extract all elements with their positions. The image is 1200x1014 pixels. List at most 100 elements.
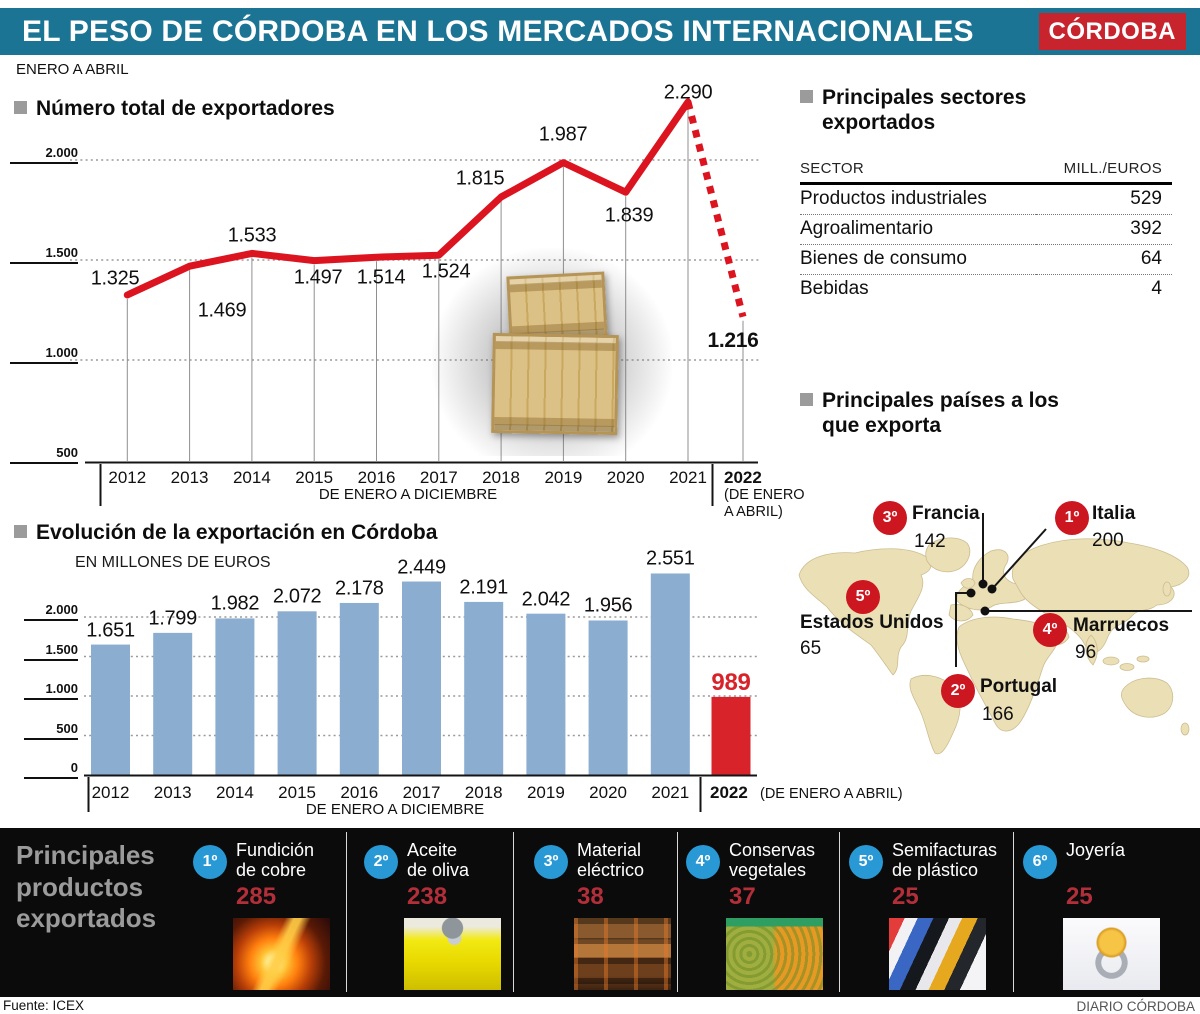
sector-name: Bienes de consumo	[800, 244, 1036, 275]
island	[1102, 656, 1120, 666]
product-rank-badge: 3º	[534, 845, 568, 879]
leader-italia	[992, 528, 1047, 589]
exports-chart-title: Evolución de la exportación en Córdoba	[36, 521, 438, 544]
exporters-chart-title: Número total de exportadores	[36, 97, 335, 120]
product-item: 4º Conservas vegetales 37	[686, 828, 841, 997]
crate-large	[491, 332, 619, 436]
japan	[1162, 581, 1172, 597]
countries-title: Principales países a los que exporta	[822, 389, 1059, 437]
sector-row: Bienes de consumo 64	[800, 244, 1172, 275]
dot-italia	[987, 584, 997, 594]
wooden-crates-photo	[432, 248, 672, 456]
publisher-credit: DIARIO CÓRDOBA	[1076, 999, 1195, 1014]
leader-portugal	[955, 592, 971, 667]
products-band-title: Principales productos exportados	[16, 840, 157, 934]
exporters-line	[123, 98, 692, 299]
sector-value: 4	[1151, 278, 1162, 299]
world-map	[798, 513, 1192, 755]
square-bullet-icon	[800, 393, 813, 406]
island	[1119, 663, 1135, 671]
asia	[1011, 538, 1190, 653]
new-zealand	[1180, 722, 1190, 736]
exports-chart-subtitle: EN MILLONES DE EUROS	[75, 554, 271, 571]
sectors-header-row: SECTOR MILL./EUROS	[800, 160, 1172, 185]
leader-dots	[966, 579, 997, 616]
sector-value: 392	[1035, 214, 1172, 245]
sectors-col-sector: SECTOR	[800, 160, 1036, 185]
sector-name: Productos industriales	[800, 183, 1036, 215]
export-bar-2021	[650, 573, 690, 775]
sector-row: Agroalimentario 392	[800, 214, 1172, 245]
band-divider	[1013, 832, 1014, 992]
product-photo-canned-vegetables	[726, 918, 823, 990]
dot-marruecos	[980, 606, 990, 616]
africa	[956, 616, 1058, 732]
india	[1085, 634, 1098, 666]
australia	[1121, 677, 1174, 718]
export-bar-2016	[339, 602, 379, 775]
band-divider	[677, 832, 678, 992]
product-rank-badge: 4º	[686, 845, 720, 879]
band-divider	[839, 832, 840, 992]
product-value: 38	[577, 883, 604, 910]
square-bullet-icon	[14, 101, 27, 114]
export-bar-2022	[711, 696, 751, 775]
product-rank-badge: 5º	[849, 845, 883, 879]
sectors-title: Principales sectores exportados	[822, 86, 1027, 134]
product-item: 6º Joyería 25	[1023, 828, 1178, 997]
island	[1136, 655, 1150, 663]
greenland	[925, 537, 971, 573]
product-rank-badge: 2º	[364, 845, 398, 879]
product-name: Material eléctrico	[577, 840, 645, 880]
product-value: 37	[729, 883, 756, 910]
crate-small	[506, 271, 608, 343]
product-value: 25	[892, 883, 919, 910]
section-countries-title: Principales países a los que exporta	[800, 389, 1085, 439]
exporters-gridlines	[70, 159, 760, 361]
product-photo-olive-oil	[404, 918, 501, 990]
export-bar-2019	[526, 613, 566, 775]
product-value: 285	[236, 883, 277, 910]
product-name: Semifacturas de plástico	[892, 840, 998, 880]
product-value: 25	[1066, 883, 1093, 910]
source-credit: Fuente: ICEX	[3, 998, 85, 1013]
export-bar-2013	[153, 632, 193, 775]
products-band: Principales productos exportados 1º Fundi…	[0, 828, 1200, 997]
export-bar-2015	[277, 611, 317, 775]
export-bar-2017	[402, 581, 441, 775]
cordoba-logo: CÓRDOBA	[1038, 13, 1186, 50]
export-bar-2014	[215, 618, 255, 775]
export-bar-2018	[464, 601, 504, 775]
sector-value: 529	[1035, 183, 1172, 215]
product-name: Aceite de oliva	[407, 840, 470, 880]
dot-francia	[978, 579, 988, 589]
period-label: ENERO A ABRIL	[16, 61, 129, 78]
sector-value: 64	[1035, 244, 1172, 275]
product-name: Fundición de cobre	[236, 840, 315, 880]
sector-name: Bebidas	[800, 278, 869, 299]
sectors-table: SECTOR MILL./EUROS Productos industriale…	[800, 160, 1172, 304]
sector-row: Bebidas 4	[800, 275, 1172, 305]
north-america	[798, 548, 932, 676]
sectors-col-value: MILL./EUROS	[1035, 160, 1172, 185]
section-exporters-title: Número total de exportadores	[14, 97, 335, 122]
section-exports-title: Evolución de la exportación en Córdoba	[14, 521, 437, 546]
product-item: 3º Material eléctrico 38	[534, 828, 689, 997]
export-bar-2012	[91, 644, 130, 775]
product-rank-badge: 6º	[1023, 845, 1057, 879]
sector-row: Productos industriales 529	[800, 183, 1172, 215]
product-name: Joyería	[1066, 840, 1126, 860]
product-item: 1º Fundición de cobre 285	[193, 828, 348, 997]
product-photo-jewelry-ring	[1063, 918, 1160, 990]
band-divider	[346, 832, 347, 992]
product-rank-badge: 1º	[193, 845, 227, 879]
continents	[798, 537, 1190, 755]
leader-lines	[955, 513, 1192, 667]
section-sectors-title: Principales sectores exportados	[800, 86, 1060, 136]
band-divider	[513, 832, 514, 992]
product-photo-copper-smelting	[233, 918, 330, 990]
arabia	[1044, 625, 1070, 646]
page-title: EL PESO DE CÓRDOBA EN LOS MERCADOS INTER…	[22, 14, 974, 48]
header-bar: EL PESO DE CÓRDOBA EN LOS MERCADOS INTER…	[0, 8, 1200, 55]
dot-portugal	[966, 588, 976, 598]
